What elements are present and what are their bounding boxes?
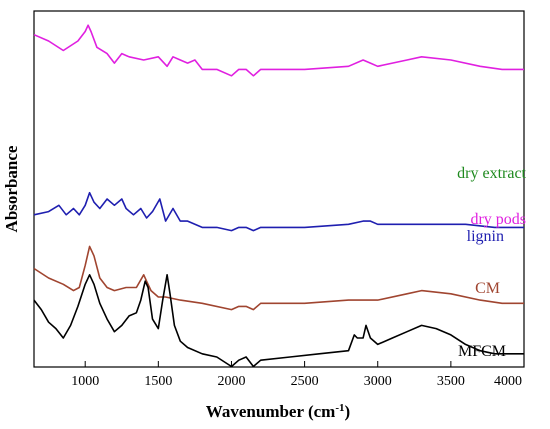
label-cm: CM xyxy=(475,280,500,297)
label-dry-extract: dry extract xyxy=(457,165,526,182)
label-lignin: lignin xyxy=(467,228,504,245)
label-dry-pods: dry pods xyxy=(470,211,526,228)
label-mfcm: MFCM xyxy=(458,343,506,360)
x-tick-label-3000: 3000 xyxy=(364,374,392,389)
x-tick-label-1000: 1000 xyxy=(71,374,99,389)
series-group xyxy=(33,24,524,368)
series-line-cm xyxy=(33,245,524,311)
x-axis-title: Wavenumber (cm-1) xyxy=(206,402,350,421)
plot-frame xyxy=(33,10,525,368)
x-axis: 1000 1500 2000 2500 3000 3500 4000 xyxy=(71,361,525,389)
x-tick-label-2500: 2500 xyxy=(291,374,319,389)
series-line-lignin xyxy=(33,191,524,232)
x-tick-label-3500: 3500 xyxy=(437,374,465,389)
y-axis-title: Absorbance xyxy=(2,145,21,232)
series-line-dry-pods xyxy=(33,24,524,77)
series-line-mfcm xyxy=(33,274,524,368)
x-tick-label-1500: 1500 xyxy=(144,374,172,389)
x-tick-label-4000: 4000 xyxy=(494,374,522,389)
x-tick-label-2000: 2000 xyxy=(217,374,245,389)
